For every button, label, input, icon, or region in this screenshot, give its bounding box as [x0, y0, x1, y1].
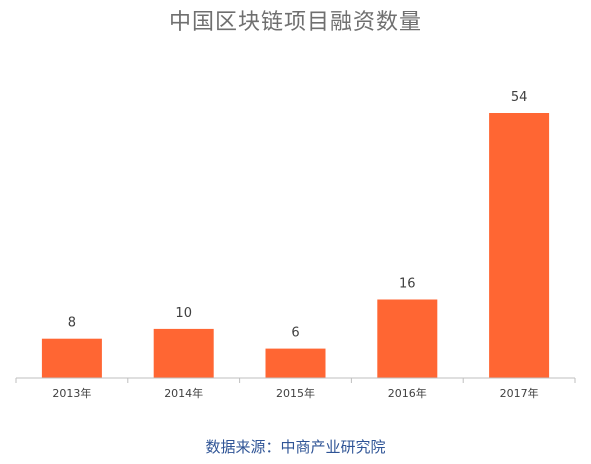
x-tick-label-2013年: 2013年 — [52, 386, 91, 400]
bar-chart: 8 2013年 10 2014年 6 2015年 16 2016年 54 2017年 — [15, 90, 576, 400]
data-label-2013年: 8 — [68, 316, 76, 331]
data-label-2016年: 16 — [399, 277, 416, 292]
bar-2014年 — [153, 328, 214, 378]
source-note: 数据来源：中商产业研究院 — [205, 438, 386, 456]
data-label-2015年: 6 — [291, 326, 299, 341]
bar-2016年 — [377, 299, 438, 378]
bar-2015年 — [265, 348, 326, 378]
x-tick-label-2017年: 2017年 — [500, 386, 539, 400]
data-label-2017年: 54 — [511, 90, 528, 105]
data-label-2014年: 10 — [175, 306, 192, 321]
x-tick-label-2014年: 2014年 — [164, 386, 203, 400]
bar-2017年 — [489, 113, 550, 378]
x-tick-label-2016年: 2016年 — [388, 386, 427, 400]
x-tick-label-2015年: 2015年 — [276, 386, 315, 400]
chart-title: 中国区块链项目融资数量 — [168, 10, 422, 35]
bar-2013年 — [41, 338, 102, 378]
